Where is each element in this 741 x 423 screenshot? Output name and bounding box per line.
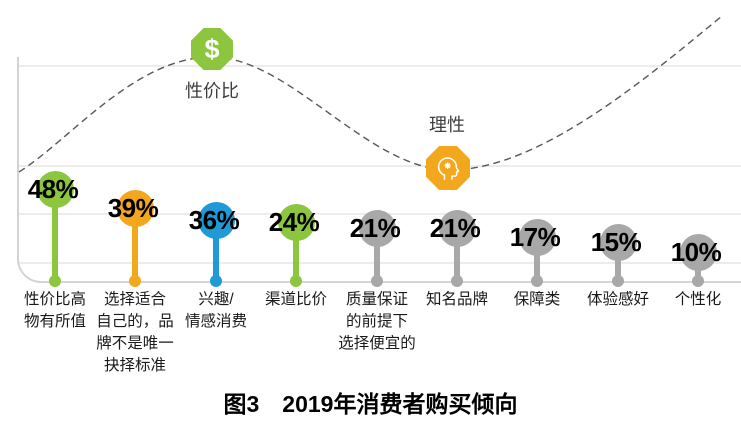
lollipop-ball	[129, 275, 141, 287]
category-label: 兴趣/ 情感消费	[184, 291, 247, 330]
head-profile-glyph	[437, 157, 460, 180]
gridline	[18, 165, 741, 167]
value-label: 10%	[670, 237, 722, 267]
lollipop-ball	[49, 275, 61, 287]
lollipop-head	[36, 170, 74, 208]
lollipop-ball	[531, 275, 543, 287]
category-label: 保障类	[513, 291, 561, 308]
value-label: 24%	[268, 207, 320, 237]
lollipop-head	[679, 233, 717, 271]
lollipop-head	[197, 201, 235, 239]
lollipop-head	[438, 209, 476, 247]
lollipop-stick	[615, 242, 621, 281]
value-label: 21%	[429, 213, 481, 243]
value-label: 15%	[590, 227, 642, 257]
annotation-label-rational: 理性	[429, 115, 465, 135]
lollipop-ball	[692, 275, 704, 287]
lollipop-stick	[52, 189, 58, 281]
lollipop-ball	[210, 275, 222, 287]
lollipop-stick	[534, 237, 540, 281]
lollipop-stick	[132, 208, 138, 281]
value-label: 48%	[27, 174, 79, 204]
lollipop-ball	[371, 275, 383, 287]
dollar-glyph: $	[204, 33, 220, 64]
lollipop-ball	[451, 275, 463, 287]
lollipop-head	[518, 218, 556, 256]
rational-head-icon	[426, 146, 470, 190]
value-label: 21%	[349, 213, 401, 243]
lollipop-stick	[293, 222, 299, 281]
category-label: 渠道比价	[264, 291, 327, 308]
lollipop-stick	[454, 228, 460, 281]
lollipop-ball	[612, 275, 624, 287]
category-label: 质量保证 的前提下 选择便宜的	[338, 291, 416, 352]
category-label: 个性化	[674, 291, 722, 308]
category-label: 体验感好	[586, 291, 649, 308]
figure-caption: 图3 2019年消费者购买倾向	[223, 391, 518, 417]
dollar-icon: $	[191, 28, 233, 70]
lollipop-ball	[290, 275, 302, 287]
lollipop-stick	[213, 220, 219, 281]
value-label: 39%	[107, 193, 159, 223]
value-label: 17%	[509, 222, 561, 252]
category-label: 性价比高 物有所值	[23, 291, 86, 330]
lollipop-head	[116, 189, 154, 227]
value-label: 36%	[188, 205, 240, 235]
category-label: 选择适合 自己的，品 牌不是唯一 抉择标准	[96, 291, 174, 374]
annotation-label-cost-performance: 性价比	[185, 81, 239, 101]
lollipop-stick	[374, 228, 380, 281]
lollipop-head	[358, 209, 396, 247]
category-label: 知名品牌	[425, 291, 488, 308]
lollipop-head	[599, 223, 637, 261]
lollipop-head	[277, 203, 315, 241]
gridline	[18, 65, 741, 67]
